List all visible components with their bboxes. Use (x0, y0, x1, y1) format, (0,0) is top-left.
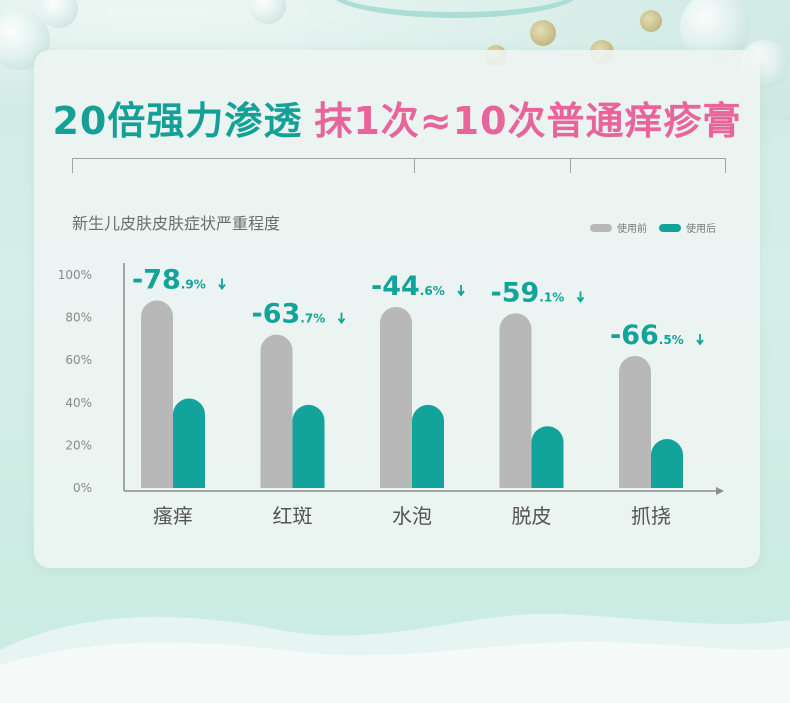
category-label: 红斑 (273, 504, 313, 528)
reduction-label: -78.9% (132, 265, 206, 296)
reduction-label: -44.6% (371, 271, 445, 302)
category-label: 瘙痒 (153, 504, 193, 528)
y-tick-label: 80% (65, 311, 92, 325)
headline-part1: 20倍强力渗透 (52, 99, 303, 143)
category-label: 脱皮 (512, 504, 552, 528)
legend-label-after: 使用后 (686, 224, 716, 235)
bar-chart: 0% 20% 40% 60% 80% 100% 瘙痒 -78.9% 红斑 -63.7% 水泡 -44.… (58, 263, 724, 528)
y-tick-label: 20% (65, 438, 92, 452)
legend-item-before: 使用前 (590, 220, 647, 235)
reduction-label: -59.1% (491, 277, 565, 308)
bar-before (260, 334, 293, 488)
bubble-decoration (530, 20, 556, 46)
category-label: 抓挠 (631, 504, 671, 528)
bottom-wave (0, 613, 790, 703)
legend-swatch-before (590, 223, 612, 232)
chart-card: 20倍强力渗透 抹1次≈10次普通痒疹膏 新生儿皮肤皮肤症状严重程度 使用前 使用… (34, 50, 760, 568)
headline: 20倍强力渗透 抹1次≈10次普通痒疹膏 (34, 90, 760, 145)
bubble-decoration (640, 10, 662, 32)
bar-before (619, 355, 651, 488)
headline-bracket (72, 158, 726, 173)
bar-after (651, 439, 683, 488)
decorative-ring (330, 0, 580, 18)
bar-before (380, 306, 412, 488)
reduction-label: -66.5% (610, 320, 684, 351)
y-tick-label: 60% (65, 353, 92, 367)
bubble-decoration (250, 0, 286, 24)
legend-item-after: 使用后 (659, 220, 716, 235)
bar-after (531, 426, 564, 488)
bar-after (292, 404, 325, 488)
bar-after (173, 398, 205, 488)
down-arrow-icon (337, 312, 346, 325)
down-arrow-icon (457, 284, 465, 297)
bar-before (499, 313, 532, 488)
bar-before (141, 300, 173, 488)
y-tick-label: 100% (58, 268, 92, 282)
legend-label-before: 使用前 (617, 224, 647, 235)
down-arrow-icon (696, 333, 704, 346)
category-label: 水泡 (392, 504, 432, 528)
x-axis-arrow (716, 487, 724, 495)
legend-swatch-after (659, 223, 681, 232)
bar-after (412, 404, 444, 488)
headline-part2: 抹1次≈10次普通痒疹膏 (314, 99, 742, 143)
down-arrow-icon (576, 291, 585, 303)
chart-legend: 使用前 使用后 (578, 220, 716, 235)
chart-subtitle: 新生儿皮肤皮肤症状严重程度 (72, 214, 281, 233)
down-arrow-icon (218, 278, 226, 291)
reduction-label: -63.7% (252, 299, 326, 330)
y-tick-label: 40% (65, 396, 92, 410)
y-tick-label: 0% (73, 481, 92, 495)
